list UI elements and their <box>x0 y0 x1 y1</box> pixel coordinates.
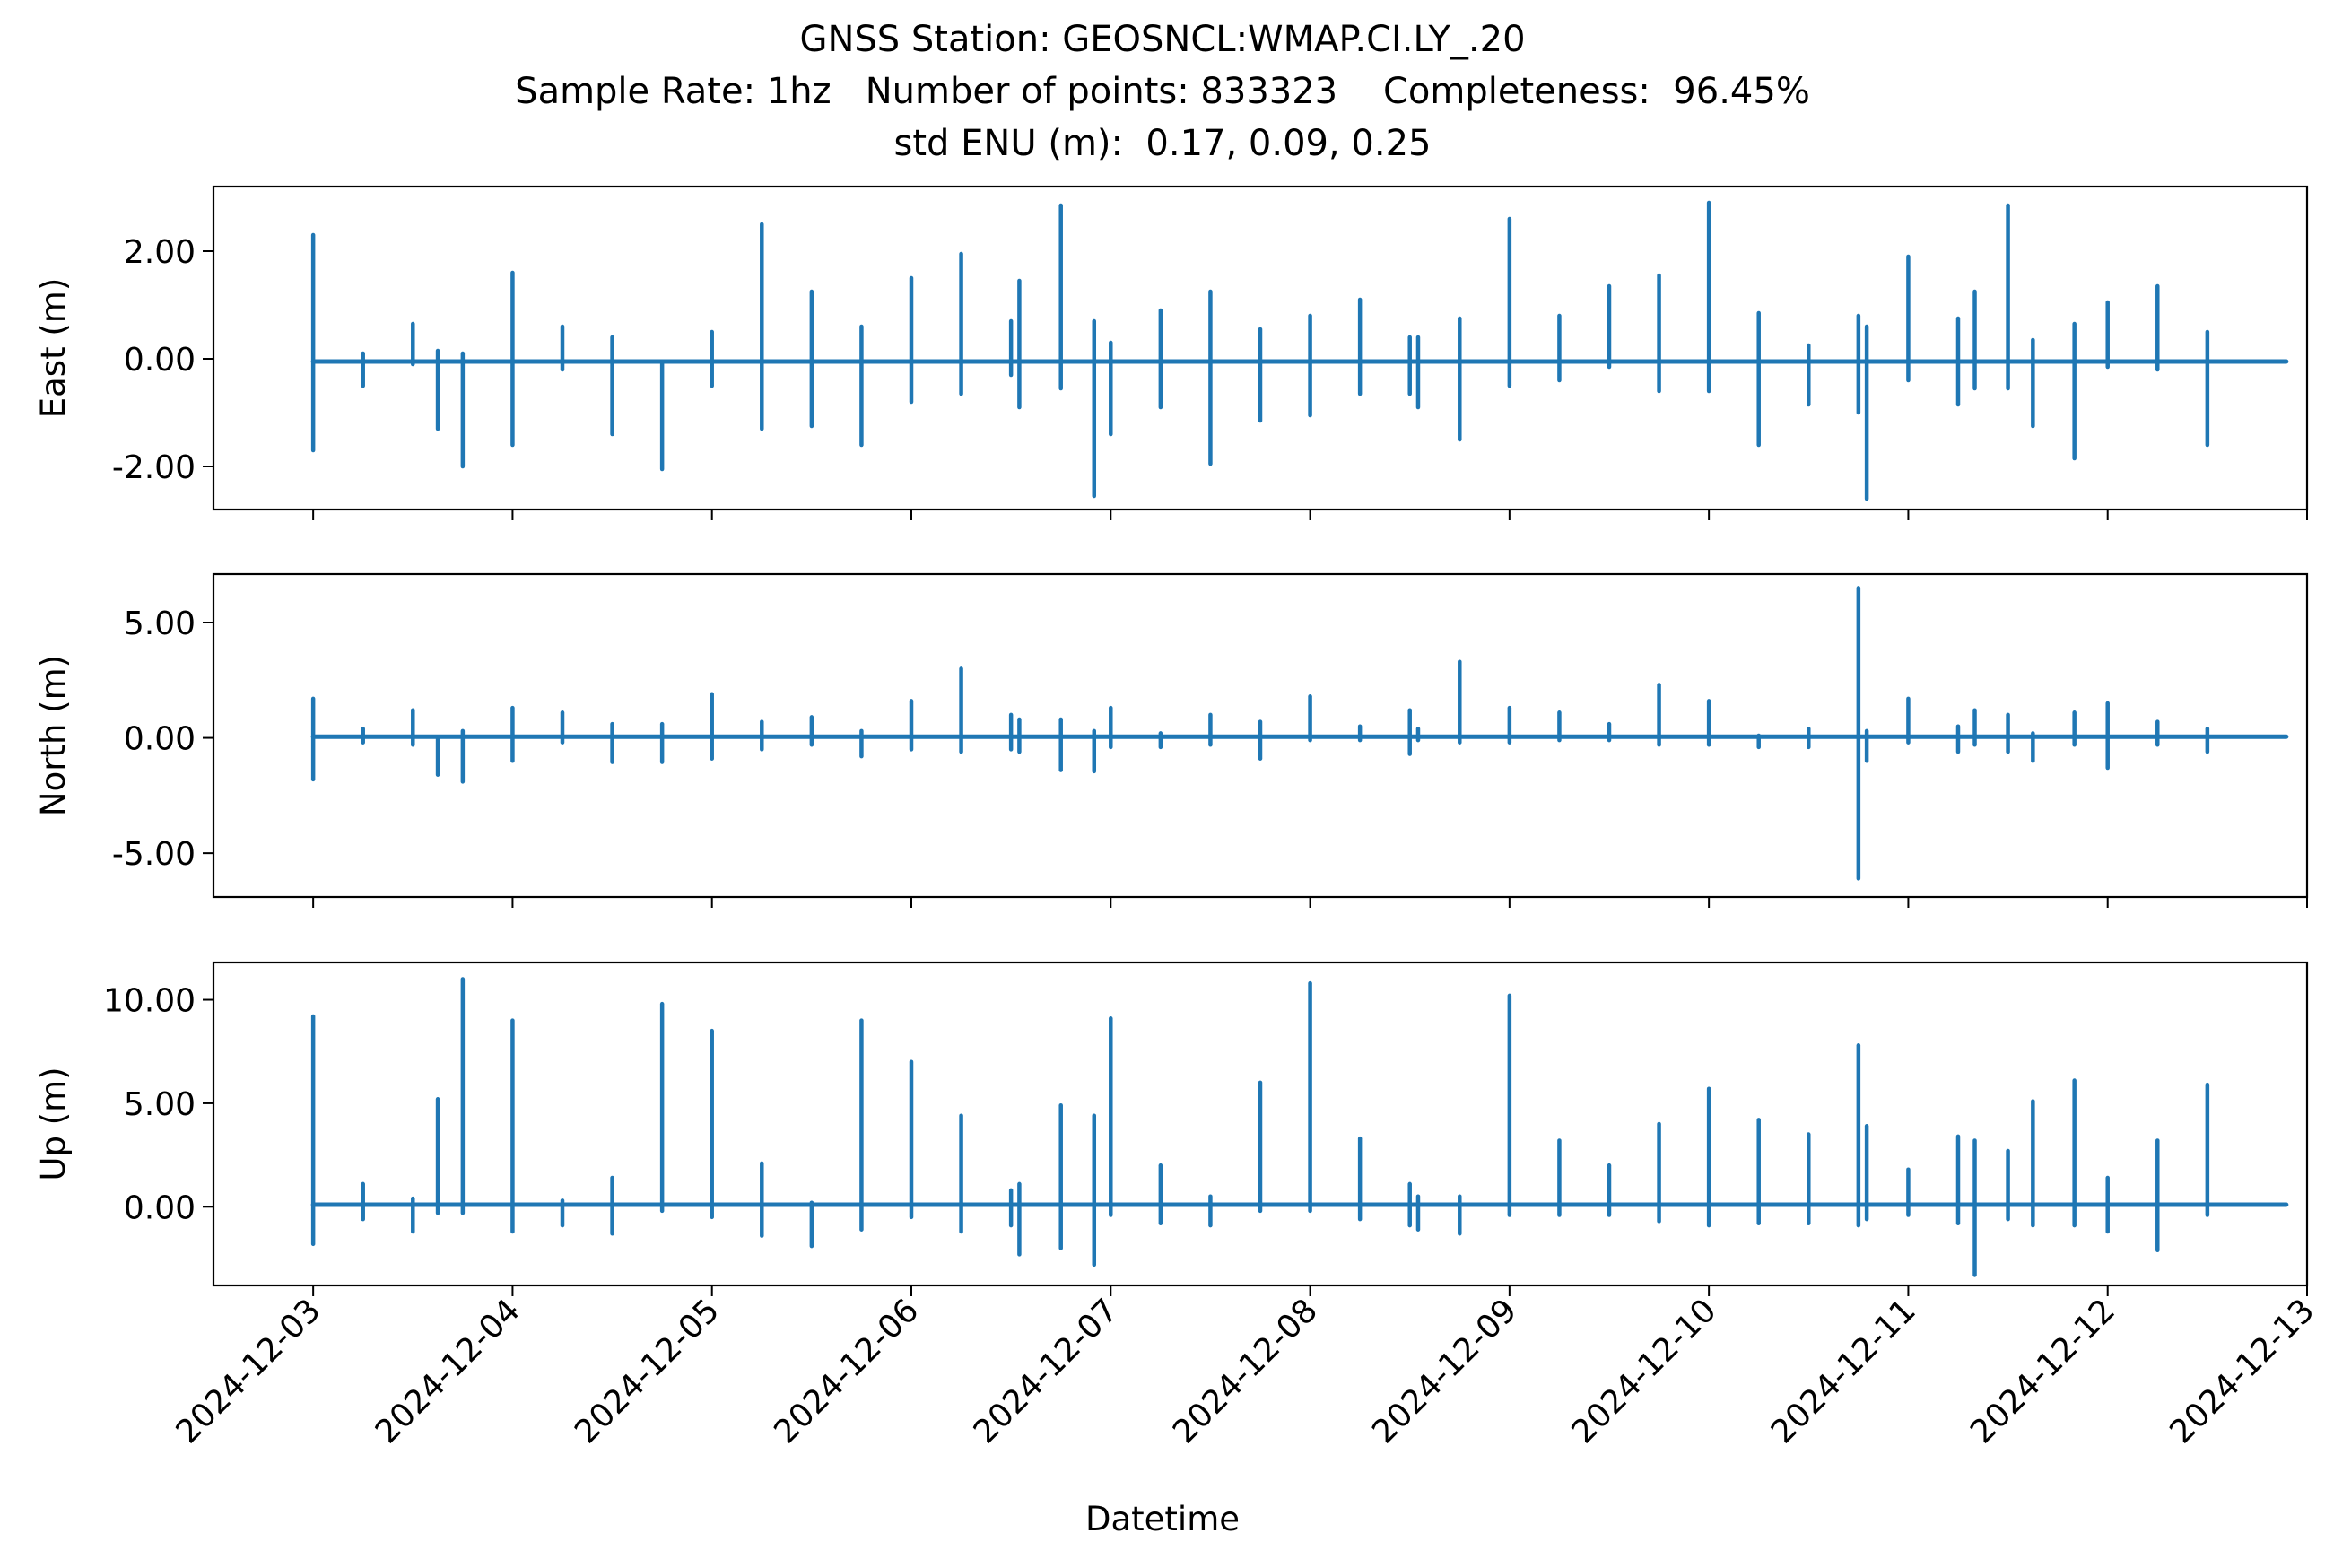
y-tick-label: 0.00 <box>124 721 196 758</box>
x-tick-label: 2024-12-13 <box>2163 1292 2321 1450</box>
x-tick-label: 2024-12-12 <box>1964 1292 2122 1450</box>
chart-title-line-1: GNSS Station: GEOSNCL:WMAP.CI.LY_.20 <box>799 19 1526 60</box>
panel-up: 0.00 5.00 10.00 Up (m) 2024-12-03 2024-12-04 2… <box>34 961 2321 1450</box>
x-tick-label: 2024-12-09 <box>1365 1292 1524 1450</box>
y-tick-label: 5.00 <box>124 1086 196 1123</box>
plot-area <box>310 586 2289 881</box>
y-tick-label: 5.00 <box>124 605 196 642</box>
plot-area <box>310 200 2289 501</box>
x-tick-label: 2024-12-08 <box>1166 1292 1325 1450</box>
y-tick-label: 10.00 <box>103 983 196 1020</box>
x-axis-label: Datetime <box>1084 1500 1241 1538</box>
axes-frame <box>212 185 2309 511</box>
x-tick-label: 2024-12-03 <box>170 1292 328 1450</box>
x-tick-label: 2024-12-11 <box>1764 1292 1923 1450</box>
axes-frame <box>212 572 2309 899</box>
y-axis-label: East (m) <box>34 278 73 419</box>
panel-east: -2.00 0.00 2.00 East (m) <box>34 185 2309 520</box>
x-tick-label: 2024-12-07 <box>967 1292 1126 1450</box>
y-tick-label: -2.00 <box>112 449 196 486</box>
y-tick-label: 2.00 <box>124 234 196 271</box>
x-tick-label: 2024-12-04 <box>369 1292 527 1450</box>
x-tick-label: 2024-12-10 <box>1565 1292 1724 1450</box>
chart-title-line-3: std ENU (m): 0.17, 0.09, 0.25 <box>893 123 1432 164</box>
axes-frame <box>212 961 2309 1287</box>
y-axis-label: Up (m) <box>34 1067 73 1180</box>
x-tick-label: 2024-12-06 <box>767 1292 926 1450</box>
x-tick-label: 2024-12-05 <box>568 1292 727 1450</box>
y-tick-label: 0.00 <box>124 342 196 379</box>
plot-area <box>310 977 2289 1277</box>
y-tick-label: -5.00 <box>112 836 196 873</box>
y-tick-label: 0.00 <box>124 1189 196 1226</box>
y-axis-label: North (m) <box>34 655 73 816</box>
panel-north: -5.00 0.00 5.00 North (m) <box>34 572 2309 908</box>
chart-title-line-2: Sample Rate: 1hz Number of points: 83332… <box>515 71 1810 112</box>
